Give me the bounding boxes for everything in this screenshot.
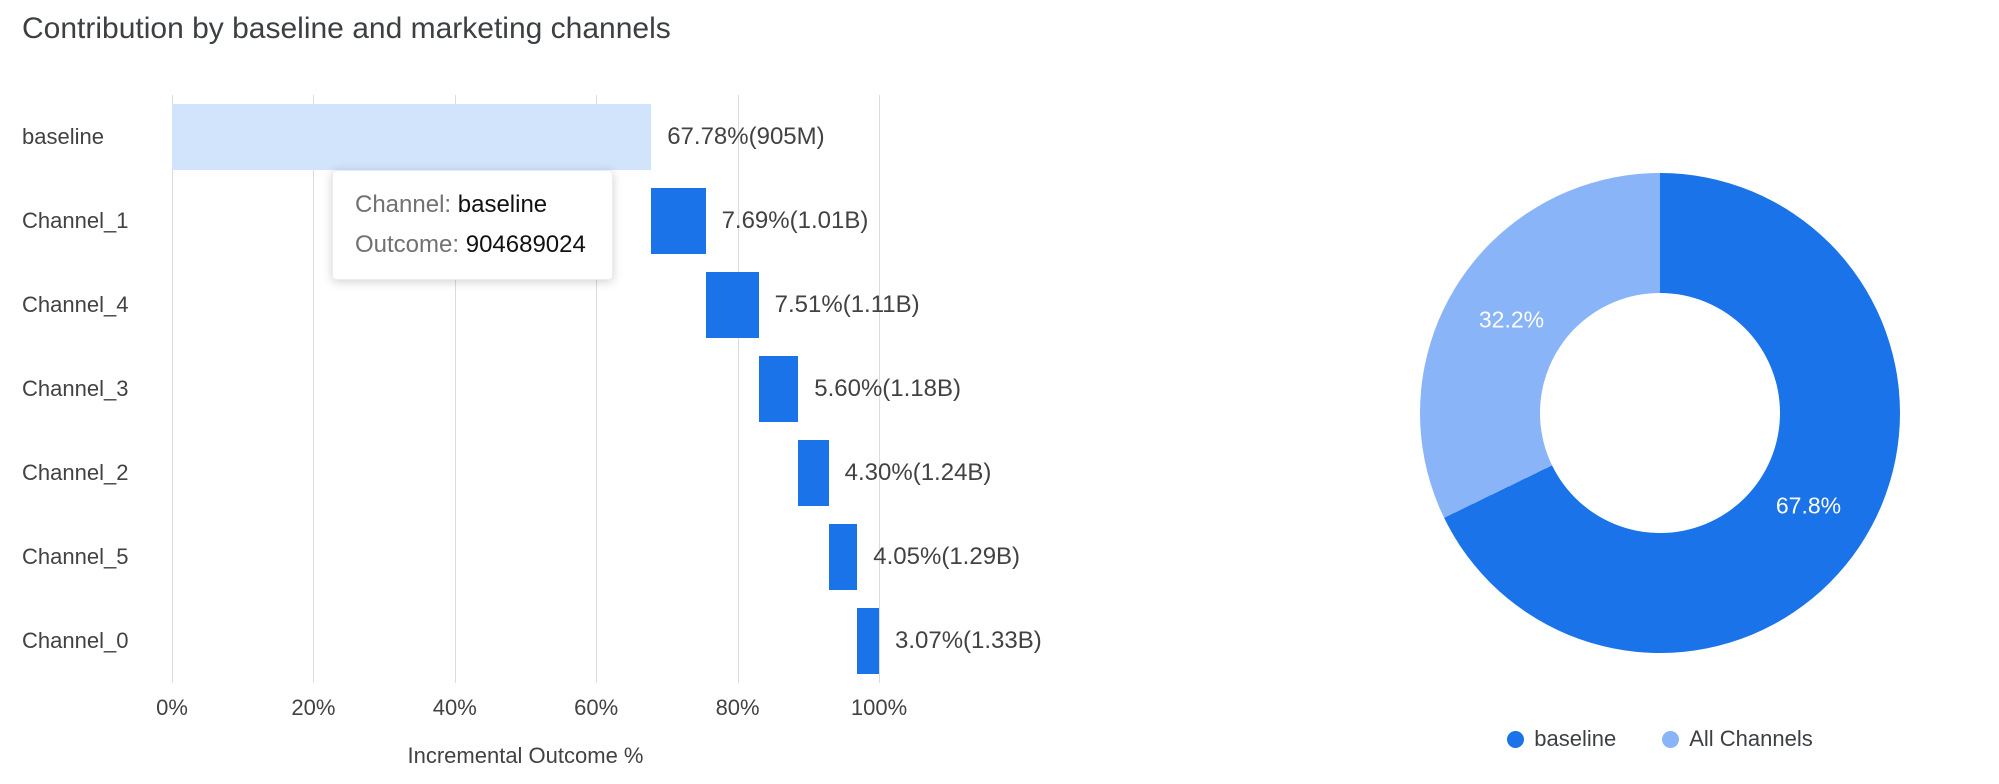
x-tick-label: 80% [715,695,760,720]
chart-tooltip: Channel: baseline Outcome: 904689024 [332,170,613,280]
bar-value-label-Channel_4: 7.51%(1.11B) [774,291,920,318]
gridline [879,95,880,683]
bar-value-label-Channel_0: 3.07%(1.33B) [895,627,1042,654]
category-label-Channel_2: Channel_2 [22,460,129,485]
donut-hole [1540,293,1780,533]
tooltip-outcome-line: Outcome: 904689024 [355,225,586,265]
category-label-Channel_1: Channel_1 [22,208,129,233]
bar-value-label-Channel_2: 4.30%(1.24B) [844,459,992,486]
tooltip-outcome-label: Outcome: [355,231,460,258]
chart-title: Contribution by baseline and marketing c… [22,12,671,45]
waterfall-plot-area [172,95,880,683]
category-label-Channel_4: Channel_4 [22,292,129,317]
donut-chart: 67.8% 32.2% [1420,173,1900,653]
slice-percent-label-All Channels: 32.2% [1478,306,1545,333]
gridline [596,95,598,683]
x-tick-label: 40% [432,695,477,720]
gridline [172,95,173,683]
bar-value-label-baseline: 67.78%(905M) [667,123,825,150]
category-label-Channel_5: Channel_5 [22,544,129,569]
gridline [313,95,315,683]
tooltip-outcome-value: 904689024 [465,231,586,258]
gridline [737,95,739,683]
tooltip-channel-line: Channel: baseline [355,185,586,225]
tooltip-channel-value: baseline [457,191,548,218]
legend-label: All Channels [1689,726,1813,751]
bar-Channel_4[interactable] [705,272,759,338]
gridline [454,95,456,683]
legend-item-All Channels[interactable]: All Channels [1662,726,1813,752]
x-tick-label: 0% [156,695,188,720]
tooltip-channel-label: Channel: [355,191,452,218]
x-axis-title: Incremental Outcome % [407,743,644,768]
slice-percent-label-baseline: 67.8% [1775,492,1842,519]
bar-Channel_2[interactable] [798,440,829,506]
legend-dot [1662,730,1680,748]
waterfall-chart: Incremental Outcome % 0% 20% 40% 60% 80% 100%… [22,95,1172,775]
legend-label: baseline [1534,726,1617,751]
bar-Channel_5[interactable] [828,524,858,590]
bar-Channel_0[interactable] [857,608,879,674]
legend-item-baseline[interactable]: baseline [1507,726,1616,752]
x-tick-label: 20% [291,695,336,720]
bar-value-label-Channel_3: 5.60%(1.18B) [814,375,962,402]
category-label-Channel_3: Channel_3 [22,376,129,401]
bar-baseline[interactable] [172,104,652,170]
bar-value-label-Channel_5: 4.05%(1.29B) [873,543,1021,570]
legend-dot [1507,730,1525,748]
category-label-baseline: baseline [22,124,104,149]
x-tick-label: 60% [574,695,619,720]
donut-legend: baseline All Channels [1420,726,1900,752]
x-tick-label: 100% [850,695,908,720]
category-label-Channel_0: Channel_0 [22,628,129,653]
bar-value-label-Channel_1: 7.69%(1.01B) [721,207,869,234]
bar-Channel_1[interactable] [651,188,706,254]
bar-Channel_3[interactable] [758,356,799,422]
